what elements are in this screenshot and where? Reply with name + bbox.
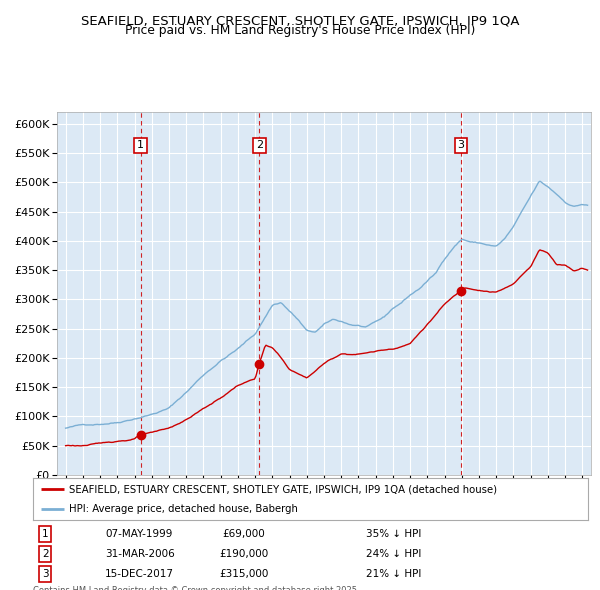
Text: 15-DEC-2017: 15-DEC-2017: [105, 569, 174, 579]
Text: SEAFIELD, ESTUARY CRESCENT, SHOTLEY GATE, IPSWICH, IP9 1QA: SEAFIELD, ESTUARY CRESCENT, SHOTLEY GATE…: [81, 14, 519, 27]
Text: 07-MAY-1999: 07-MAY-1999: [105, 529, 173, 539]
Text: 31-MAR-2006: 31-MAR-2006: [105, 549, 175, 559]
Text: 21% ↓ HPI: 21% ↓ HPI: [366, 569, 421, 579]
Text: 2: 2: [256, 140, 263, 150]
Text: £190,000: £190,000: [219, 549, 269, 559]
Text: HPI: Average price, detached house, Babergh: HPI: Average price, detached house, Babe…: [69, 504, 298, 514]
Text: SEAFIELD, ESTUARY CRESCENT, SHOTLEY GATE, IPSWICH, IP9 1QA (detached house): SEAFIELD, ESTUARY CRESCENT, SHOTLEY GATE…: [69, 484, 497, 494]
Text: 2: 2: [42, 549, 49, 559]
Text: 24% ↓ HPI: 24% ↓ HPI: [366, 549, 421, 559]
Text: 3: 3: [458, 140, 464, 150]
Text: £315,000: £315,000: [219, 569, 269, 579]
Text: 35% ↓ HPI: 35% ↓ HPI: [366, 529, 421, 539]
Text: 3: 3: [42, 569, 49, 579]
Text: £69,000: £69,000: [223, 529, 265, 539]
Text: Contains HM Land Registry data © Crown copyright and database right 2025.: Contains HM Land Registry data © Crown c…: [33, 586, 359, 590]
Text: Price paid vs. HM Land Registry's House Price Index (HPI): Price paid vs. HM Land Registry's House …: [125, 24, 475, 37]
Text: 1: 1: [137, 140, 144, 150]
Text: 1: 1: [42, 529, 49, 539]
